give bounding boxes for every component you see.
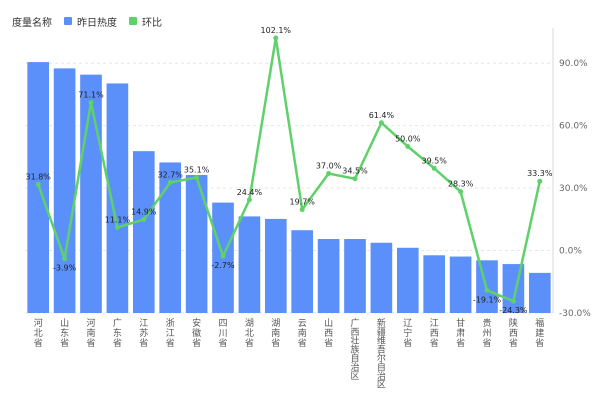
bar xyxy=(80,74,102,313)
line-data-label: 24.4% xyxy=(237,188,263,197)
line-data-label: 31.8% xyxy=(25,172,51,181)
line-data-label: 34.5% xyxy=(342,167,368,176)
bar xyxy=(423,255,446,313)
bar xyxy=(264,218,287,313)
line-point xyxy=(194,174,200,180)
bar xyxy=(132,151,155,313)
line-point xyxy=(246,197,252,203)
line-series-path xyxy=(37,36,542,303)
line-point xyxy=(35,181,41,187)
legend-label-line: 环比 xyxy=(142,17,162,29)
line-data-label: -24.3% xyxy=(499,306,528,315)
line-point xyxy=(220,253,226,259)
y-right-tick-label: 0.0% xyxy=(559,247,582,257)
bar xyxy=(370,242,393,313)
x-category-label: 陕西省 xyxy=(509,317,518,349)
x-category-label: 湖南省 xyxy=(271,318,280,349)
bar xyxy=(53,68,76,314)
bar xyxy=(291,230,314,313)
line-data-label: -3.9% xyxy=(53,264,77,273)
legend-swatch-line xyxy=(129,17,137,25)
x-category-label: 辽宁省 xyxy=(403,318,412,349)
x-category-label: 广东省 xyxy=(113,317,122,349)
bar xyxy=(159,162,182,313)
x-category-label: 江西省 xyxy=(430,318,439,349)
y-right-tick-label: 30.0% xyxy=(559,184,588,194)
x-category-label: 山西省 xyxy=(324,318,333,349)
line-point xyxy=(326,171,332,177)
legend-title: 度量名称 xyxy=(12,17,52,29)
line-point xyxy=(352,176,358,182)
legend-item-bar[interactable]: 昨日热度 xyxy=(64,14,117,29)
x-category-label: 山东省 xyxy=(60,318,69,349)
x-category-label: 浙江省 xyxy=(166,317,175,349)
bar xyxy=(317,238,340,313)
line-data-label: 19.7% xyxy=(289,198,315,207)
line-point xyxy=(431,165,437,171)
bar xyxy=(185,175,208,313)
line-data-label: 33.3% xyxy=(527,169,553,178)
bar xyxy=(106,83,129,313)
line-point xyxy=(378,120,384,126)
bar xyxy=(396,247,419,313)
x-category-label: 广西壮族自治区 xyxy=(350,317,359,382)
line-point xyxy=(141,217,147,223)
line-data-label: -2.7% xyxy=(211,261,235,270)
legend-swatch-bar xyxy=(64,17,72,25)
x-category-label: 甘肃省 xyxy=(456,317,465,349)
legend: 度量名称 昨日热度 环比 xyxy=(12,12,174,30)
line-point xyxy=(510,298,516,304)
line-point xyxy=(458,189,464,195)
line-point xyxy=(537,178,543,184)
bar xyxy=(344,238,366,313)
line-data-label: 71.1% xyxy=(78,91,104,100)
y-right-tick-label: 60.0% xyxy=(559,122,588,132)
line-data-label: 35.1% xyxy=(184,165,210,174)
line-data-label: 37.0% xyxy=(316,162,342,171)
line-point xyxy=(273,35,279,41)
line-point xyxy=(62,256,68,262)
line-point xyxy=(484,287,490,293)
line-data-label: 28.3% xyxy=(448,180,474,189)
line-point xyxy=(299,207,305,213)
x-category-label: 贵州省 xyxy=(482,317,491,349)
x-category-label: 安徽省 xyxy=(192,317,201,349)
bar xyxy=(238,216,261,313)
line-data-label: 50.0% xyxy=(395,134,421,143)
line-data-label: 102.1% xyxy=(261,26,292,35)
line-point xyxy=(405,143,411,149)
line-point xyxy=(114,224,120,230)
line-data-label: 32.7% xyxy=(157,170,183,179)
bar xyxy=(449,256,472,313)
x-category-label: 河南省 xyxy=(86,317,95,349)
x-category-label: 福建省 xyxy=(535,317,544,349)
x-category-label: 新疆维吾尔自治区 xyxy=(377,317,386,391)
x-category-label: 江苏省 xyxy=(139,318,148,349)
x-category-label: 云南省 xyxy=(298,319,307,349)
y-right-tick-label: -30.0% xyxy=(559,309,591,319)
line-data-label: -19.1% xyxy=(473,295,502,304)
line-data-label: 61.4% xyxy=(369,111,395,120)
legend-item-line[interactable]: 环比 xyxy=(129,14,162,29)
x-category-label: 四川省 xyxy=(218,319,227,349)
x-category-label: 湖北省 xyxy=(245,318,254,349)
legend-label-bar: 昨日热度 xyxy=(77,17,117,29)
x-category-label: 河北省 xyxy=(34,317,43,349)
line-data-label: 39.5% xyxy=(421,156,447,165)
line-point xyxy=(167,179,173,185)
y-right-tick-label: 90.0% xyxy=(559,59,588,69)
bar xyxy=(528,272,551,313)
line-data-label: 14.9% xyxy=(131,208,157,217)
line-point xyxy=(88,100,94,106)
line-data-label: 11.1% xyxy=(105,215,131,224)
